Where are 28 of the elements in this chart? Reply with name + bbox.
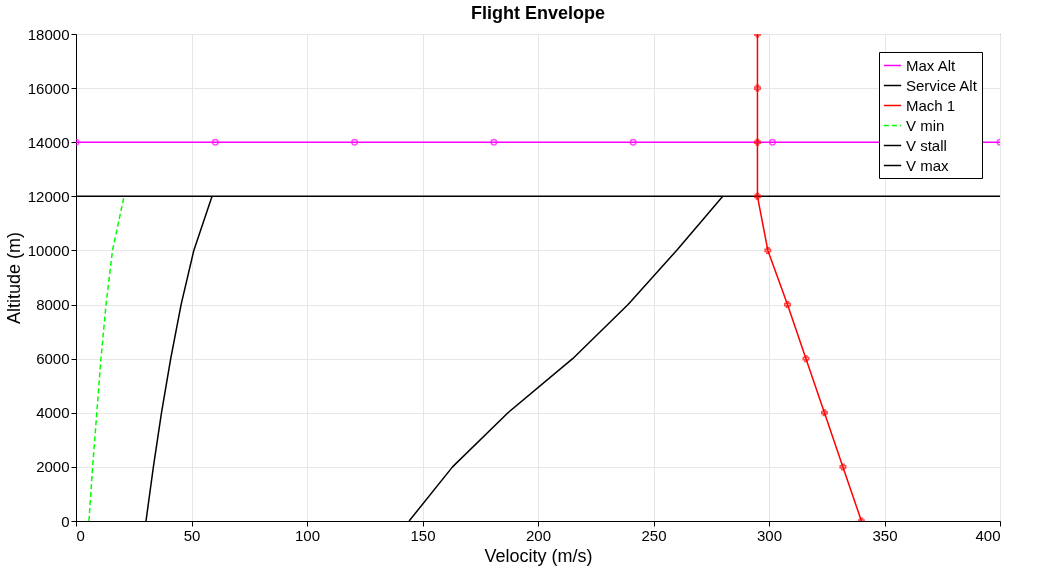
x-tick-label: 0 bbox=[76, 526, 85, 544]
y-tick-label: 14000 bbox=[27, 133, 70, 151]
y-tick-label: 2000 bbox=[36, 458, 70, 476]
x-tick-label: 300 bbox=[756, 526, 783, 544]
chart-title: Flight Envelope bbox=[470, 3, 606, 23]
y-tick-label: 6000 bbox=[36, 350, 70, 368]
legend-label: Mach 1 bbox=[906, 96, 956, 114]
x-tick-label: 350 bbox=[872, 526, 898, 544]
x-tick-label: 100 bbox=[294, 526, 321, 544]
x-tick-label: 400 bbox=[975, 526, 1001, 544]
y-tick-label: 0 bbox=[61, 512, 70, 530]
legend-label: V stall bbox=[906, 136, 947, 154]
y-tick-label: 8000 bbox=[36, 296, 70, 314]
x-axis-title: Velocity (m/s) bbox=[484, 545, 593, 566]
x-tick-label: 200 bbox=[525, 526, 552, 544]
y-tick-label: 16000 bbox=[27, 79, 70, 97]
legend-label: V min bbox=[906, 116, 945, 134]
y-tick-label: 18000 bbox=[27, 25, 70, 43]
x-tick-label: 250 bbox=[641, 526, 667, 544]
legend-label: V max bbox=[906, 156, 950, 174]
legend-label: Service Alt bbox=[906, 76, 978, 94]
y-tick-label: 10000 bbox=[27, 241, 70, 259]
legend-label: Max Alt bbox=[906, 56, 957, 74]
y-tick-label: 4000 bbox=[36, 404, 70, 422]
y-tick-label: 12000 bbox=[27, 187, 70, 205]
x-tick-label: 50 bbox=[183, 526, 201, 544]
x-tick-label: 150 bbox=[410, 526, 436, 544]
y-axis-title: Altitude (m) bbox=[3, 231, 24, 325]
